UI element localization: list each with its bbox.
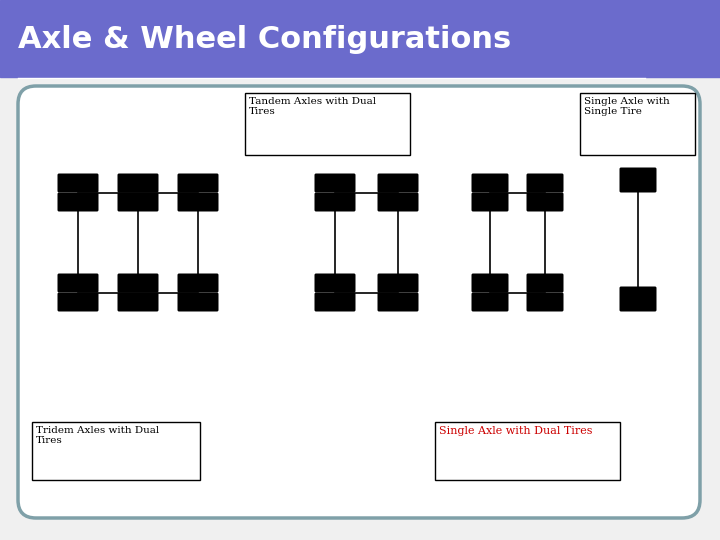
FancyBboxPatch shape (315, 293, 356, 312)
FancyBboxPatch shape (178, 273, 218, 293)
Text: Single Axle with
Single Tire: Single Axle with Single Tire (584, 97, 670, 117)
Bar (32, 422, 200, 480)
FancyBboxPatch shape (472, 173, 508, 192)
FancyBboxPatch shape (178, 173, 218, 192)
FancyBboxPatch shape (18, 86, 700, 518)
FancyBboxPatch shape (526, 192, 564, 212)
Bar (580, 93, 695, 155)
Bar (0, 0, 720, 77)
Bar (435, 422, 620, 480)
Text: Single Axle with Dual Tires: Single Axle with Dual Tires (439, 426, 593, 436)
FancyBboxPatch shape (377, 293, 418, 312)
FancyBboxPatch shape (117, 293, 158, 312)
FancyBboxPatch shape (117, 192, 158, 212)
FancyBboxPatch shape (472, 293, 508, 312)
FancyBboxPatch shape (117, 273, 158, 293)
FancyBboxPatch shape (472, 273, 508, 293)
FancyBboxPatch shape (178, 192, 218, 212)
FancyBboxPatch shape (619, 287, 657, 312)
FancyBboxPatch shape (315, 173, 356, 192)
FancyBboxPatch shape (377, 192, 418, 212)
FancyBboxPatch shape (58, 273, 99, 293)
FancyBboxPatch shape (619, 167, 657, 192)
FancyBboxPatch shape (377, 273, 418, 293)
FancyBboxPatch shape (315, 273, 356, 293)
FancyBboxPatch shape (472, 192, 508, 212)
FancyBboxPatch shape (117, 173, 158, 192)
FancyBboxPatch shape (178, 293, 218, 312)
FancyBboxPatch shape (377, 173, 418, 192)
FancyBboxPatch shape (315, 192, 356, 212)
Text: Axle & Wheel Configurations: Axle & Wheel Configurations (18, 24, 511, 53)
FancyBboxPatch shape (526, 293, 564, 312)
Bar (245, 93, 410, 155)
FancyBboxPatch shape (58, 293, 99, 312)
FancyBboxPatch shape (526, 273, 564, 293)
Text: Tandem Axles with Dual
Tires: Tandem Axles with Dual Tires (249, 97, 376, 117)
Text: Tridem Axles with Dual
Tires: Tridem Axles with Dual Tires (36, 426, 159, 445)
FancyBboxPatch shape (58, 173, 99, 192)
FancyBboxPatch shape (58, 192, 99, 212)
FancyBboxPatch shape (526, 173, 564, 192)
